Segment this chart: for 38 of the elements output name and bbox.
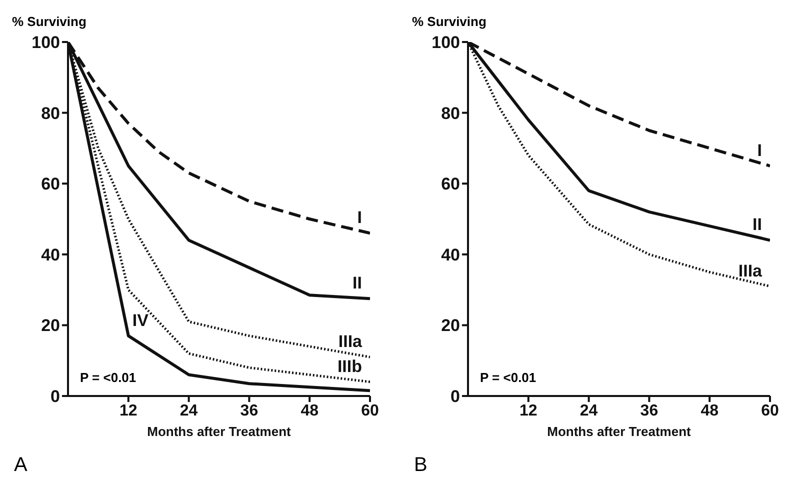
series-label: IV	[132, 310, 150, 330]
x-tick-label: 24	[580, 402, 598, 420]
x-tick-label: 24	[180, 402, 198, 420]
x-tick-label: 36	[640, 402, 658, 420]
x-tick-label: 12	[120, 402, 138, 420]
series-label: II	[352, 274, 362, 293]
y-tick-label: 60	[441, 174, 460, 194]
y-tick-label: 80	[41, 104, 60, 123]
x-tick-label: 12	[520, 402, 538, 420]
x-tick-label: 48	[300, 402, 319, 420]
series-label: II	[752, 215, 762, 234]
y-tick-label: 20	[441, 316, 460, 336]
text: B	[414, 454, 428, 477]
y-tick-label: 40	[41, 245, 60, 264]
x-tick-label: 60	[761, 402, 779, 420]
series-label: I	[757, 140, 762, 160]
series-label: IIIa	[738, 261, 763, 280]
annotation: P = <0.01	[80, 370, 136, 385]
series-label: I	[357, 208, 362, 228]
y-tick-label: 80	[441, 104, 460, 123]
y-tick-label: 60	[41, 174, 60, 194]
y-tick-label: 0	[50, 387, 60, 406]
y-tick-label: 0	[450, 387, 460, 406]
y-axis-title: % Surviving	[412, 14, 486, 29]
x-axis-title: Months after Treatment	[547, 424, 692, 439]
x-tick-label: 60	[361, 402, 379, 420]
y-axis-title: % Surviving	[12, 14, 86, 29]
series-label: IIIa	[338, 332, 363, 352]
y-tick-label: 100	[432, 33, 460, 52]
text: A	[14, 454, 28, 477]
y-tick-label: 100	[32, 33, 60, 52]
x-tick-label: 36	[240, 402, 258, 420]
annotation: P = <0.01	[480, 370, 536, 385]
x-axis-title: Months after Treatment	[147, 424, 292, 439]
series-label: IIIb	[337, 356, 362, 376]
y-tick-label: 40	[441, 245, 460, 264]
y-tick-label: 20	[41, 316, 60, 336]
x-tick-label: 48	[700, 402, 719, 420]
